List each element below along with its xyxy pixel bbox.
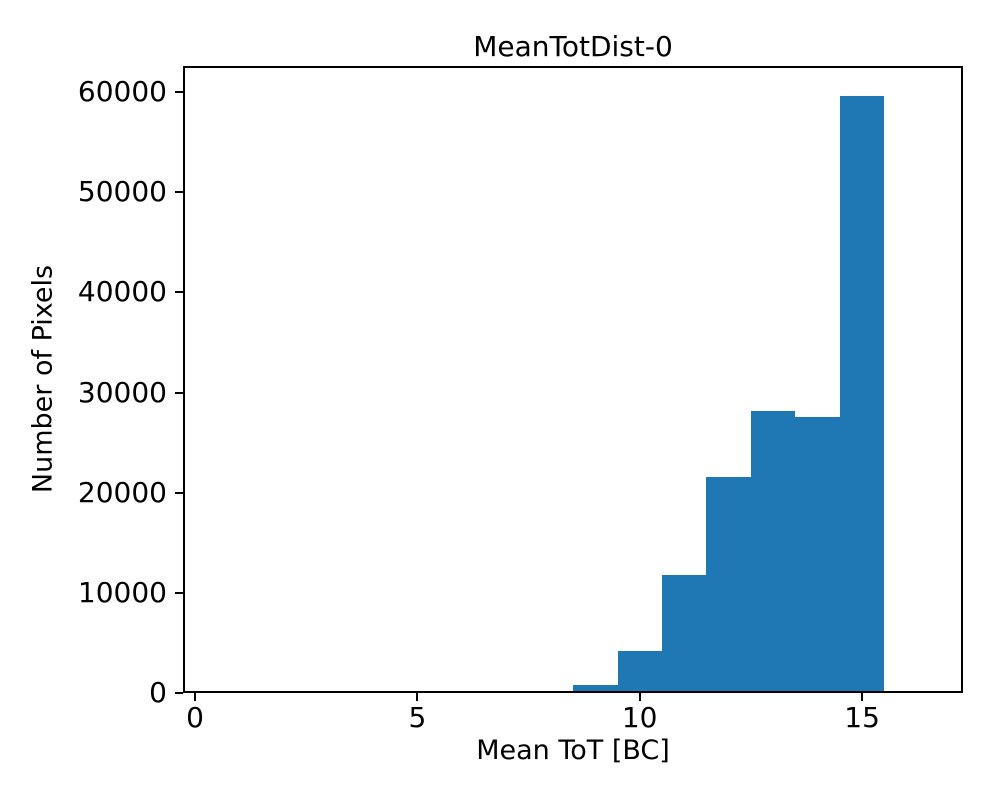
x-tick-mark-0	[194, 693, 196, 701]
histogram-bar-bin-12	[706, 476, 751, 693]
top-spine	[183, 66, 963, 68]
histogram-bar-bin-14	[795, 416, 840, 693]
x-tick-label-0: 0	[186, 701, 204, 734]
y-tick-mark-20000	[175, 491, 183, 494]
x-tick-label-10: 10	[621, 701, 658, 734]
y-tick-label-20000: 20000	[77, 475, 167, 509]
histogram-bar-bin-10	[617, 650, 662, 693]
chart-title: MeanTotDist-0	[473, 30, 673, 63]
y-tick-mark-30000	[175, 391, 183, 394]
y-tick-label-50000: 50000	[77, 175, 167, 209]
left-spine	[183, 66, 185, 693]
histogram-bar-bin-15	[839, 96, 885, 693]
y-tick-label-10000: 10000	[77, 575, 167, 609]
x-axis-label: Mean ToT [BC]	[476, 735, 670, 766]
x-tick-label-5: 5	[408, 701, 427, 734]
y-tick-mark-0	[175, 692, 183, 694]
right-spine	[961, 66, 963, 693]
x-tick-label-15: 15	[844, 701, 880, 734]
y-tick-mark-60000	[175, 91, 183, 93]
histogram-bar-bin-11	[661, 574, 707, 693]
x-tick-mark-5	[416, 693, 419, 701]
y-tick-label-30000: 30000	[77, 375, 167, 409]
y-tick-label-40000: 40000	[77, 275, 167, 309]
bottom-spine	[183, 691, 963, 693]
y-tick-mark-50000	[175, 191, 183, 194]
histogram-bar-bin-13	[750, 410, 796, 693]
plot-area: 0 5 10 15 0 10000 20000 30000 40000 50000 60000	[78, 66, 963, 734]
y-tick-label-0: 0	[149, 676, 167, 709]
x-tick-mark-15	[861, 693, 864, 701]
histogram-bar-bin-9	[573, 685, 618, 693]
y-tick-mark-10000	[175, 591, 183, 594]
x-tick-mark-10	[638, 693, 641, 701]
y-tick-mark-40000	[175, 291, 183, 294]
y-tick-label-60000: 60000	[77, 75, 167, 108]
y-axis-label: Number of Pixels	[27, 264, 59, 494]
